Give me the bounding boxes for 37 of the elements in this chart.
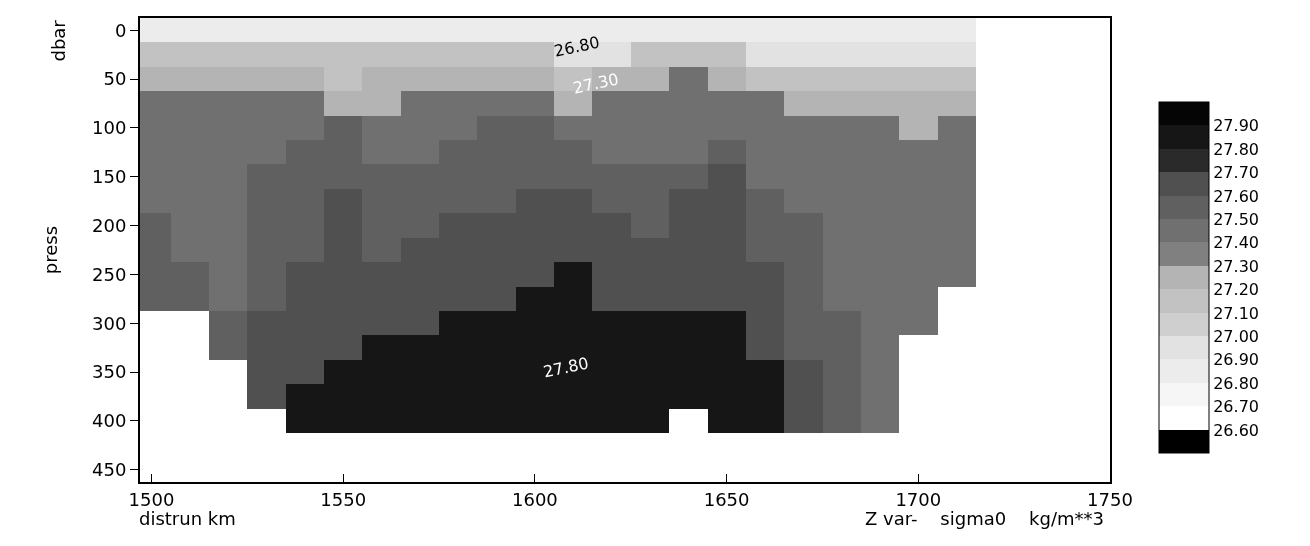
x-tick-label: 1650 [703,488,750,510]
y-tick-label: 300 [92,312,127,334]
x-tick-label: 1500 [128,488,175,510]
y-tick-label: 150 [92,166,127,188]
color-bar-label: 27.60 [1213,186,1260,206]
color-bar-label: 26.80 [1213,373,1260,393]
text: Z var- sigma0 kg/m**3 [865,508,1104,529]
text: 450 [92,459,127,481]
x-tick-label: 1550 [320,488,367,510]
color-bar-label: 26.70 [1213,397,1260,417]
color-bar-label: 26.60 [1213,420,1260,440]
color-bar-label: 27.50 [1213,209,1260,229]
text: dbar [47,19,69,62]
annotation: 27.80 [541,353,591,382]
annotation: 27.30 [571,69,621,98]
color-bar-label: 27.20 [1213,280,1260,300]
y-tick-label: 400 [92,410,127,432]
y-tick-label: 200 [92,214,127,236]
color-bar-label: 27.80 [1213,139,1260,159]
x-axis-title: distrun km [139,508,236,529]
y-tick-label: 350 [92,361,127,383]
color-bar-label: 26.90 [1213,350,1260,370]
y-tick-label: 50 [103,68,127,90]
y-axis-title: press [39,225,61,275]
color-bar-label: 27.40 [1213,233,1260,253]
color-bar-label: 27.30 [1213,256,1260,276]
color-bar-label: 27.00 [1213,326,1260,346]
y-tick-label: 0 [114,19,127,41]
color-bar-label: 27.70 [1213,163,1260,183]
x-tick-label: 1700 [895,488,942,510]
color-bar-label: 27.90 [1213,116,1260,136]
annotation: 26.80 [552,32,602,61]
x-tick-label: 1750 [1087,488,1133,510]
y-tick-label: 250 [92,263,127,285]
x-tick-label: 1600 [511,488,558,510]
color-bar-label: 27.10 [1213,303,1260,323]
y-tick-label: 100 [92,117,127,139]
